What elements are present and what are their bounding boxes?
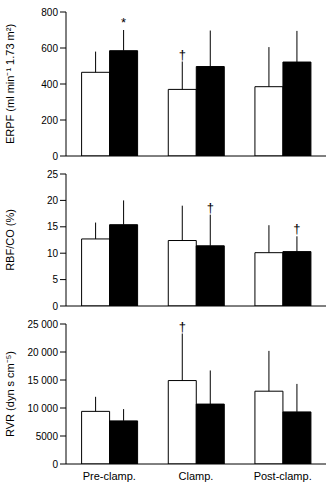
svg-text:5: 5 <box>52 274 58 285</box>
svg-text:10: 10 <box>47 248 59 259</box>
svg-text:RVR (dyn s cm⁻⁵): RVR (dyn s cm⁻⁵) <box>8 351 16 437</box>
svg-text:†: † <box>179 47 186 62</box>
svg-text:200: 200 <box>41 115 58 126</box>
svg-text:20: 20 <box>47 195 59 206</box>
svg-text:800: 800 <box>41 7 58 18</box>
svg-text:†: † <box>293 221 300 236</box>
svg-text:*: * <box>121 15 126 30</box>
svg-text:0: 0 <box>52 459 58 470</box>
svg-text:15 000: 15 000 <box>27 375 58 386</box>
svg-text:15: 15 <box>47 221 59 232</box>
svg-text:0: 0 <box>52 151 58 162</box>
svg-text:5000: 5000 <box>36 431 59 442</box>
svg-text:†: † <box>207 200 214 215</box>
svg-text:25 000: 25 000 <box>27 319 58 330</box>
svg-text:ERPF (ml min⁻¹ 1.73 m²): ERPF (ml min⁻¹ 1.73 m²) <box>8 24 16 144</box>
svg-text:400: 400 <box>41 79 58 90</box>
svg-text:10 000: 10 000 <box>27 403 58 414</box>
svg-text:†: † <box>179 319 186 334</box>
svg-text:600: 600 <box>41 43 58 54</box>
svg-text:RBF/CO (%): RBF/CO (%) <box>8 209 16 271</box>
svg-text:20 000: 20 000 <box>27 347 58 358</box>
svg-text:25: 25 <box>47 169 59 180</box>
svg-text:0: 0 <box>52 301 58 312</box>
svg-text:Pre-clamp.: Pre-clamp. <box>83 470 136 482</box>
svg-text:Clamp.: Clamp. <box>179 470 214 482</box>
svg-text:Post-clamp.: Post-clamp. <box>254 470 312 482</box>
